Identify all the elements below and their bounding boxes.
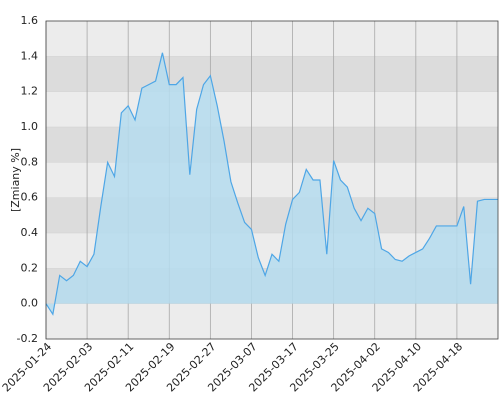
grid-band [46, 127, 498, 163]
y-tick-label: 1.0 [21, 120, 39, 133]
y-tick-label: 0.8 [21, 155, 39, 168]
y-axis-label: [Zmiany %] [9, 148, 22, 212]
plot-border [45, 20, 499, 340]
y-tick-label: 1.6 [21, 14, 39, 27]
line [45, 52, 498, 316]
y-tick-label: 1.4 [21, 49, 39, 62]
area [46, 52, 498, 315]
y-tick-label: 0.6 [21, 191, 39, 204]
y-tick-label: 0.0 [21, 297, 39, 310]
grid-band [46, 21, 498, 57]
y-tick-label: 0.4 [21, 226, 39, 239]
y-tick-label: 1.2 [21, 85, 39, 98]
y-tick-label: -0.2 [17, 332, 38, 345]
grid-band [46, 303, 498, 339]
grid-band [46, 91, 498, 127]
y-tick-label: 0.2 [21, 261, 39, 274]
grid-band [46, 56, 498, 92]
